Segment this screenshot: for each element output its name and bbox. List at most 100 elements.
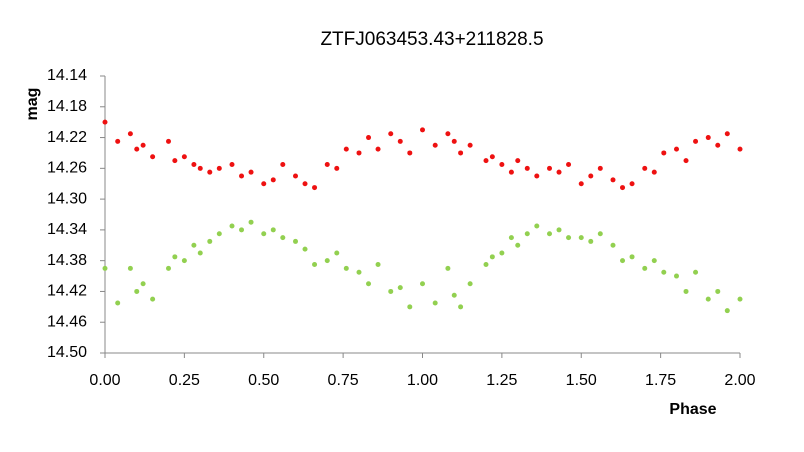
point (302, 181, 308, 187)
point (629, 181, 635, 187)
point (375, 146, 381, 152)
point (610, 242, 616, 248)
point (620, 258, 626, 264)
point (343, 265, 349, 271)
point (499, 250, 505, 256)
point (312, 185, 318, 191)
point (181, 154, 187, 160)
point (445, 265, 451, 271)
point (661, 269, 667, 275)
point (191, 161, 197, 167)
point (534, 223, 540, 229)
point (127, 131, 133, 137)
point (588, 238, 594, 244)
point (191, 242, 197, 248)
point (102, 265, 108, 271)
point (588, 173, 594, 179)
point (715, 288, 721, 294)
x-tick-label: 0.00 (89, 372, 120, 389)
point (239, 227, 245, 233)
point (674, 273, 679, 279)
point (248, 169, 254, 175)
y-tick-label: 14.30 (47, 190, 87, 207)
point (578, 235, 584, 241)
x-tick-label: 1.25 (486, 372, 517, 389)
point (397, 138, 403, 144)
point (229, 161, 235, 167)
point (724, 308, 730, 314)
y-axis-label: mag (24, 88, 41, 121)
x-tick-label: 1.75 (645, 372, 676, 389)
point (499, 161, 505, 167)
x-tick-label: 1.50 (566, 372, 597, 389)
point (651, 258, 657, 264)
point (312, 262, 318, 268)
point (261, 231, 267, 237)
point (705, 296, 711, 302)
point (207, 169, 213, 175)
x-tick-label: 0.25 (169, 372, 200, 389)
point (127, 265, 133, 271)
y-tick-label: 14.26 (47, 160, 87, 177)
y-tick-label: 14.46 (47, 313, 87, 330)
point (356, 150, 362, 156)
point (508, 169, 514, 175)
y-tick-label: 14.50 (47, 344, 87, 361)
point (366, 135, 372, 141)
point (166, 265, 171, 271)
point (115, 300, 121, 306)
point (229, 223, 235, 229)
point (508, 235, 514, 241)
point (324, 161, 330, 167)
point (181, 258, 187, 264)
point (483, 262, 489, 268)
point (597, 165, 603, 171)
y-tick-label: 14.18 (47, 98, 87, 115)
point (566, 161, 572, 167)
point (432, 300, 438, 306)
point (216, 165, 222, 171)
point (534, 173, 540, 179)
point (280, 235, 286, 241)
point (388, 131, 394, 137)
point (556, 169, 562, 175)
point (150, 296, 156, 302)
point (467, 142, 473, 148)
point (629, 254, 635, 260)
point (458, 150, 464, 156)
chart-title: ZTFJ063453.43+211828.5 (320, 29, 543, 50)
point (524, 231, 530, 237)
point (388, 288, 394, 294)
point (547, 231, 552, 237)
point (556, 227, 562, 233)
point (458, 304, 464, 310)
point (705, 135, 711, 141)
x-tick-label: 2.00 (724, 372, 755, 389)
point (334, 165, 340, 171)
point (737, 296, 743, 302)
x-tick-label: 0.50 (248, 372, 279, 389)
point (407, 304, 413, 310)
point (356, 269, 362, 275)
point (451, 292, 457, 298)
x-axis-label: Phase (669, 401, 716, 418)
point (324, 258, 330, 264)
x-tick-label: 1.00 (407, 372, 438, 389)
point (280, 161, 286, 167)
point (715, 142, 721, 148)
point (489, 254, 495, 260)
point (566, 235, 572, 241)
point (467, 281, 473, 287)
point (102, 119, 108, 125)
point (737, 146, 743, 152)
point (610, 177, 616, 183)
point (683, 158, 689, 164)
point (248, 219, 254, 225)
point (693, 269, 699, 275)
point (172, 158, 178, 164)
point (420, 281, 425, 287)
point (197, 250, 203, 256)
point (375, 262, 381, 268)
